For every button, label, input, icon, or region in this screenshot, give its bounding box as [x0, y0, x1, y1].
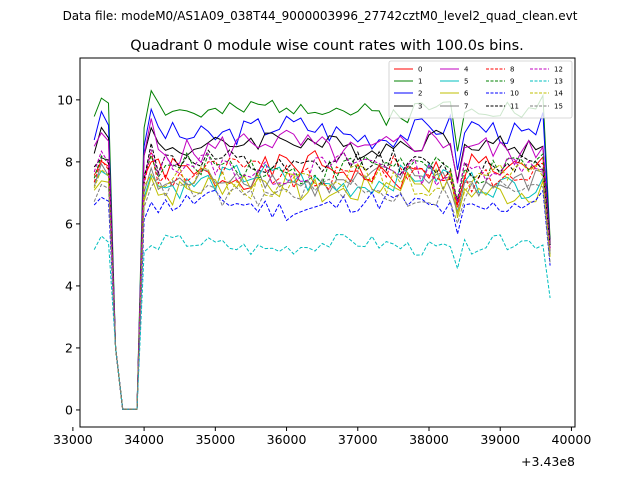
- series-line-11: [93, 143, 551, 410]
- legend-label-8: 8: [510, 66, 514, 74]
- plot-area: [93, 89, 551, 410]
- y-tick-label: 6: [65, 216, 73, 231]
- x-offset-text: +3.43e8: [521, 454, 575, 469]
- legend-label-10: 10: [510, 90, 519, 98]
- y-tick-label: 0: [65, 402, 73, 417]
- series-line-13: [93, 234, 551, 410]
- legend-label-12: 12: [554, 66, 563, 74]
- legend-label-5: 5: [464, 78, 468, 86]
- series-line-4: [93, 118, 551, 410]
- series-line-1: [93, 89, 551, 410]
- x-tick-label: 36000: [267, 432, 307, 447]
- legend-label-0: 0: [418, 66, 422, 74]
- chart-suptitle: Data file: modeM0/AS1A09_038T44_90000039…: [63, 9, 578, 23]
- legend-label-3: 3: [418, 103, 422, 111]
- series-line-14: [93, 162, 551, 410]
- legend-label-13: 13: [554, 78, 563, 86]
- x-tick-label: 34000: [124, 432, 164, 447]
- y-tick-label: 2: [65, 340, 73, 355]
- x-tick-label: 33000: [53, 432, 93, 447]
- y-axis: 0 2 4 6 8 10: [57, 92, 80, 417]
- legend-label-7: 7: [464, 103, 468, 111]
- legend-label-14: 14: [554, 90, 563, 98]
- y-tick-label: 4: [65, 278, 73, 293]
- series-line-6: [93, 167, 551, 410]
- chart-title: Quadrant 0 module wise count rates with …: [130, 38, 524, 54]
- legend-label-11: 11: [510, 103, 519, 111]
- legend-label-1: 1: [418, 78, 422, 86]
- x-axis: 33000 34000 35000 36000 37000 38000 39000 40000: [53, 427, 591, 447]
- series-line-2: [93, 107, 551, 410]
- x-tick-label: 39000: [480, 432, 520, 447]
- legend-label-6: 6: [464, 90, 469, 98]
- legend-label-2: 2: [418, 90, 422, 98]
- legend-label-15: 15: [554, 103, 563, 111]
- x-tick-label: 37000: [338, 432, 378, 447]
- series-line-10: [93, 189, 551, 410]
- x-tick-label: 38000: [409, 432, 449, 447]
- y-tick-label: 10: [57, 92, 73, 107]
- legend-label-4: 4: [464, 66, 469, 74]
- series-line-3: [93, 126, 551, 410]
- legend-box: [388, 60, 573, 119]
- series-line-12: [93, 149, 551, 410]
- axes-frame: [79, 57, 576, 428]
- legend-label-9: 9: [510, 78, 514, 86]
- series-line-15: [93, 176, 551, 410]
- y-tick-label: 8: [65, 154, 73, 169]
- x-tick-label: 40000: [552, 432, 592, 447]
- x-tick-label: 35000: [195, 432, 235, 447]
